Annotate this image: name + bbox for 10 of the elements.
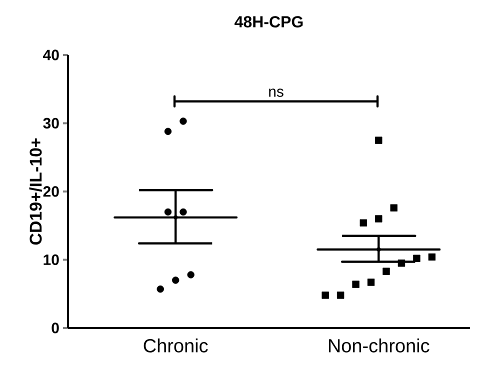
y-tick-label: 0 (52, 322, 59, 334)
y-axis-title: CD19+/IL-10+ (29, 138, 42, 245)
y-tick-label: 10 (44, 254, 59, 266)
y-tick-label: 40 (43, 50, 59, 60)
annotation: ns (269, 88, 284, 97)
x-tick-label: Non-chronic (328, 338, 430, 352)
y-tick-label: 30 (43, 118, 59, 129)
chart-title: 48H-CPG (234, 16, 303, 28)
y-tick-label: 20 (43, 186, 59, 197)
x-tick-label: Chronic (144, 338, 208, 352)
